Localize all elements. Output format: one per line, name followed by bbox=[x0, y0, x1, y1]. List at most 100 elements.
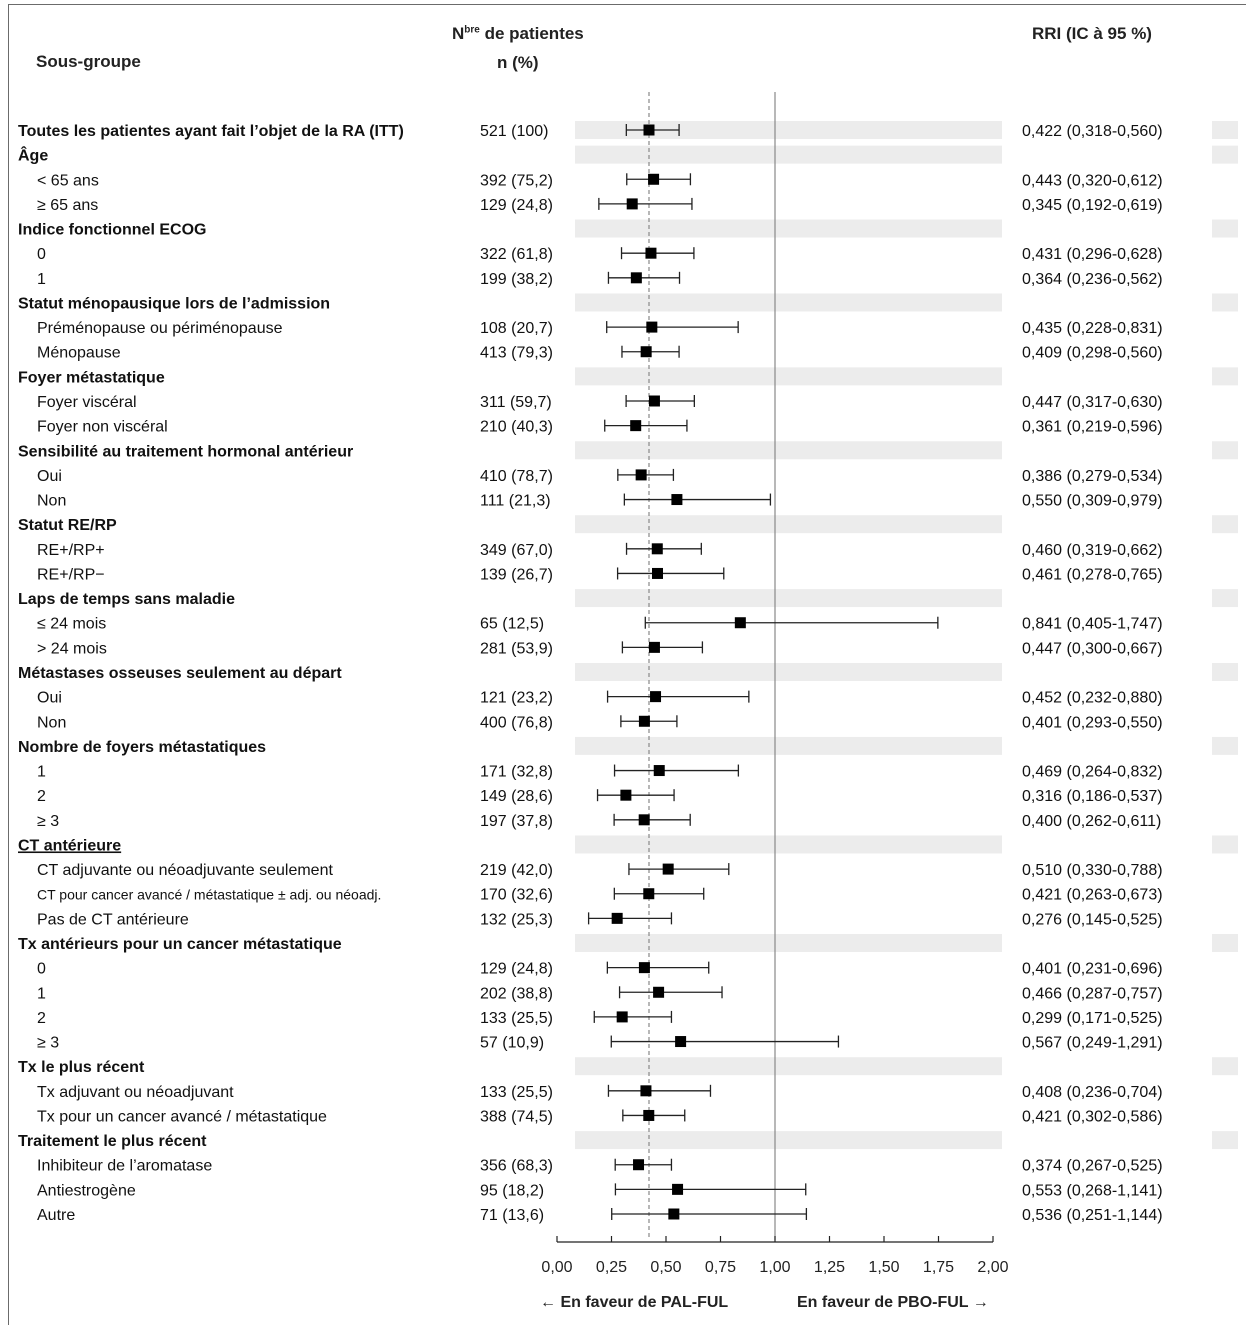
hr-ci-value: 0,386 (0,279-0,534) bbox=[1022, 468, 1163, 485]
hr-ci-value: 0,510 (0,330-0,788) bbox=[1022, 862, 1163, 879]
subgroup-header-label: Foyer métastatique bbox=[18, 369, 165, 386]
n-patients-value: 410 (78,7) bbox=[480, 468, 553, 485]
hr-point bbox=[643, 888, 655, 900]
subgroup-header-label: Laps de temps sans maladie bbox=[18, 591, 235, 608]
subgroup-label: Autre bbox=[37, 1207, 75, 1224]
hr-point bbox=[651, 543, 663, 555]
hr-point bbox=[672, 1183, 684, 1195]
n-patients-header-sup: bre bbox=[464, 24, 480, 36]
subgroup-header-label: Tx antérieurs pour un cancer métastatiqu… bbox=[18, 936, 342, 953]
hr-ci-value: 0,443 (0,320-0,612) bbox=[1022, 172, 1163, 189]
row-band-right bbox=[1212, 589, 1238, 608]
hr-point bbox=[635, 469, 647, 481]
row-band bbox=[575, 934, 1002, 952]
subgroup-label: RE+/RP+ bbox=[37, 542, 105, 559]
n-patients-value: 311 (59,7) bbox=[480, 394, 552, 411]
subgroup-header-label: Âge bbox=[18, 146, 48, 165]
n-patients-value: 129 (24,8) bbox=[480, 961, 553, 978]
subgroup-label: Pas de CT antérieure bbox=[37, 911, 189, 928]
subgroup-header-label: Traitement le plus récent bbox=[18, 1133, 207, 1150]
subgroup-label: ≥ 3 bbox=[37, 1035, 59, 1052]
hr-ci-value: 0,401 (0,231-0,696) bbox=[1022, 961, 1163, 978]
row-band-right bbox=[1212, 934, 1238, 952]
hr-point bbox=[640, 1085, 652, 1097]
n-patients-value: 349 (67,0) bbox=[480, 542, 553, 559]
x-tick-label: 0,25 bbox=[596, 1259, 627, 1276]
subgroup-header-label: Sensibilité au traitement hormonal antér… bbox=[18, 443, 353, 460]
n-patients-value: 210 (40,3) bbox=[480, 419, 553, 436]
hr-ci-value: 0,435 (0,228-0,831) bbox=[1022, 320, 1163, 337]
n-patients-value: 413 (79,3) bbox=[480, 345, 553, 362]
n-patients-value: 392 (75,2) bbox=[480, 172, 553, 189]
row-band bbox=[575, 835, 1002, 854]
row-band bbox=[575, 1057, 1002, 1076]
hr-point bbox=[611, 912, 623, 924]
n-patients-value: 388 (74,5) bbox=[480, 1108, 553, 1125]
hr-point bbox=[626, 198, 638, 210]
hr-point bbox=[643, 124, 655, 136]
row-band bbox=[575, 1131, 1002, 1150]
row-band-right bbox=[1212, 663, 1238, 681]
subgroup-header: Sous-groupe bbox=[36, 52, 141, 71]
hr-ci-value: 0,841 (0,405-1,747) bbox=[1022, 616, 1163, 633]
n-patients-value: 521 (100) bbox=[480, 123, 549, 140]
hr-ci-value: 0,452 (0,232-0,880) bbox=[1022, 690, 1163, 707]
hr-ci-value: 0,421 (0,263-0,673) bbox=[1022, 887, 1163, 904]
hr-point bbox=[650, 691, 662, 703]
hr-ci-value: 0,422 (0,318-0,560) bbox=[1022, 123, 1163, 140]
row-band-right bbox=[1212, 835, 1238, 854]
x-tick-label: 0,00 bbox=[541, 1259, 572, 1276]
n-percent-header: n (%) bbox=[497, 53, 539, 72]
n-patients-value: 65 (12,5) bbox=[480, 616, 544, 633]
hr-ci-value: 0,469 (0,264-0,832) bbox=[1022, 764, 1163, 781]
hr-point bbox=[671, 494, 683, 506]
subgroup-label: 1 bbox=[37, 764, 46, 781]
n-patients-value: 108 (20,7) bbox=[480, 320, 553, 337]
subgroup-label: ≥ 3 bbox=[37, 813, 59, 830]
favor-right-label: En faveur de PBO-FUL → bbox=[797, 1294, 989, 1311]
n-patients-value: 57 (10,9) bbox=[480, 1035, 544, 1052]
n-patients-value: 132 (25,3) bbox=[480, 911, 553, 928]
hr-ci-value: 0,460 (0,319-0,662) bbox=[1022, 542, 1163, 559]
subgroup-header-label: CT antérieure bbox=[18, 837, 121, 854]
n-patients-value: 170 (32,6) bbox=[480, 887, 553, 904]
hr-ci-value: 0,536 (0,251-1,144) bbox=[1022, 1207, 1163, 1224]
n-patients-value: 356 (68,3) bbox=[480, 1158, 553, 1175]
subgroup-header-label: Nombre de foyers métastatiques bbox=[18, 739, 266, 756]
subgroup-label: Préménopause ou périménopause bbox=[37, 320, 283, 337]
hr-point bbox=[633, 1159, 645, 1171]
row-band-right bbox=[1212, 515, 1238, 534]
row-band-right bbox=[1212, 441, 1238, 460]
subgroup-label: Oui bbox=[37, 690, 62, 707]
hr-point bbox=[643, 1109, 655, 1121]
hr-ci-value: 0,421 (0,302-0,586) bbox=[1022, 1108, 1163, 1125]
subgroup-label: 0 bbox=[37, 246, 46, 263]
hr-ci-value: 0,550 (0,309-0,979) bbox=[1022, 493, 1163, 510]
hr-ci-value: 0,400 (0,262-0,611) bbox=[1022, 813, 1161, 830]
n-patients-value: 133 (25,5) bbox=[480, 1084, 553, 1101]
hr-point bbox=[645, 247, 657, 259]
row-band-right bbox=[1212, 219, 1238, 238]
n-patients-value: 281 (53,9) bbox=[480, 640, 553, 657]
subgroup-label: < 65 ans bbox=[37, 172, 99, 189]
hr-ci-value: 0,461 (0,278-0,765) bbox=[1022, 566, 1163, 583]
n-patients-value: 95 (18,2) bbox=[480, 1182, 544, 1199]
hr-point bbox=[648, 641, 660, 653]
row-band-right bbox=[1212, 736, 1238, 755]
subgroup-label: Non bbox=[37, 493, 66, 510]
favor-left-label: ← En faveur de PAL-FUL bbox=[540, 1294, 729, 1311]
row-band-right bbox=[1212, 1131, 1238, 1150]
hr-point bbox=[651, 567, 663, 579]
hr-point bbox=[638, 715, 650, 727]
subgroup-label: 0 bbox=[37, 961, 46, 978]
subgroup-label: Antiestrogène bbox=[37, 1182, 136, 1199]
n-patients-value: 197 (37,8) bbox=[480, 813, 553, 830]
row-band-right bbox=[1212, 367, 1238, 386]
n-patients-header-prefix: N bbox=[452, 24, 465, 43]
n-patients-value: 129 (24,8) bbox=[480, 197, 553, 214]
subgroup-label: 1 bbox=[37, 271, 46, 288]
n-patients-header: Nbre de patientes bbox=[452, 24, 584, 44]
n-patients-value: 111 (21,3) bbox=[480, 493, 551, 510]
subgroup-label: CT adjuvante ou néoadjuvante seulement bbox=[37, 862, 333, 879]
